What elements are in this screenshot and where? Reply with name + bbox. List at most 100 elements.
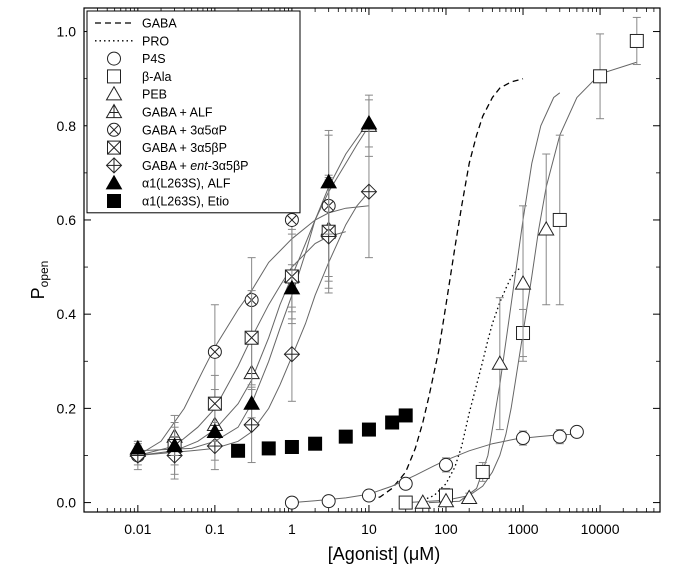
marker-shape <box>491 355 509 370</box>
fit-curve <box>137 125 370 456</box>
data-point <box>514 275 532 290</box>
legend-box <box>86 10 301 214</box>
marker-shape <box>437 492 455 508</box>
marker-shape <box>206 423 224 439</box>
marker-shape <box>593 69 608 84</box>
data-point <box>207 396 222 411</box>
legend-marker <box>105 157 123 174</box>
legend-label-part: -3α5βP <box>208 159 249 173</box>
marker-stroke <box>286 215 297 225</box>
x-tick-label: 0.1 <box>205 521 225 537</box>
marker-shape <box>129 439 147 455</box>
data-series <box>129 16 644 510</box>
marker-stroke <box>244 330 259 345</box>
data-point <box>437 492 455 508</box>
data-point <box>338 429 353 444</box>
data-point <box>361 422 376 437</box>
legend-label: GABA + 3α5βP <box>142 141 227 155</box>
y-tick-label: 0.6 <box>57 212 77 228</box>
fit-curve <box>428 92 561 504</box>
data-point <box>283 345 301 363</box>
legend-label: P4S <box>142 52 166 66</box>
x-tick-label: 10000 <box>581 521 620 537</box>
data-point <box>244 330 259 345</box>
marker-shape <box>552 212 567 227</box>
legend-marker <box>105 174 123 190</box>
legend-label: GABA + ent-3α5βP <box>142 159 249 173</box>
legend-entry: GABA <box>95 17 177 31</box>
data-point <box>243 416 260 434</box>
series-square-filled <box>231 408 413 458</box>
legend-label: α1(L263S), Etio <box>142 195 229 209</box>
marker-shape <box>398 408 413 423</box>
marker-shape <box>321 494 336 509</box>
data-point <box>243 395 260 410</box>
data-point <box>475 464 490 479</box>
pro-curve <box>422 268 520 501</box>
marker-shape <box>284 439 299 454</box>
data-point <box>414 494 432 509</box>
x-tick-label: 0.01 <box>124 521 151 537</box>
marker-stroke <box>107 140 121 155</box>
marker-shape <box>537 220 555 236</box>
reference-curves <box>368 78 524 501</box>
data-point <box>320 228 337 245</box>
data-point <box>360 183 378 200</box>
x-tick-label: 1000 <box>507 521 538 537</box>
y-tick-label: 0.0 <box>57 495 77 511</box>
marker-shape <box>105 85 123 101</box>
data-point <box>321 494 336 509</box>
data-point <box>629 33 644 48</box>
legend-label: GABA <box>142 17 177 31</box>
marker-shape <box>414 494 432 509</box>
marker-shape <box>166 437 183 453</box>
data-point <box>516 431 531 446</box>
legend-label-part: ent <box>190 159 208 173</box>
y-axis-title-sub: open <box>37 261 51 288</box>
marker-shape <box>516 431 531 446</box>
marker-shape <box>514 275 532 290</box>
data-point <box>593 69 608 84</box>
legend-marker <box>105 103 123 119</box>
data-point <box>320 173 338 189</box>
legend-label: GABA + ALF <box>142 106 213 120</box>
marker-stroke <box>208 396 222 411</box>
marker-shape <box>460 489 478 504</box>
legend: GABA PRO P4S β-Ala PEB GABA + ALF GABA + 3α5αP… <box>86 10 301 214</box>
marker-shape <box>360 114 378 130</box>
data-point <box>129 439 147 455</box>
data-point <box>206 423 224 439</box>
legend-marker <box>107 69 121 84</box>
data-point <box>308 436 323 451</box>
marker-shape <box>475 464 490 479</box>
gaba-curve <box>368 78 524 501</box>
data-point <box>207 344 222 359</box>
marker-shape <box>629 33 644 48</box>
marker-shape <box>261 441 276 456</box>
legend-label: GABA + 3α5αP <box>142 123 227 137</box>
legend-marker <box>107 51 121 66</box>
series-circle <box>284 424 584 510</box>
marker-shape <box>569 424 584 439</box>
legend-entry: PEB <box>105 85 167 102</box>
marker-shape <box>361 488 376 503</box>
marker-shape <box>320 173 338 189</box>
marker-stroke <box>209 346 220 357</box>
marker-stroke <box>109 124 119 135</box>
data-point <box>284 495 299 510</box>
data-point <box>460 489 478 504</box>
legend-label: PEB <box>142 88 167 102</box>
marker-shape <box>107 69 121 84</box>
legend-marker <box>107 140 121 155</box>
marker-shape <box>284 495 299 510</box>
marker-shape <box>338 429 353 444</box>
y-tick-label: 0.2 <box>57 400 77 416</box>
data-point <box>166 437 183 453</box>
marker-shape <box>438 457 453 472</box>
marker-shape <box>243 395 260 410</box>
data-point <box>385 415 400 430</box>
legend-label: α1(L263S), ALF <box>142 177 231 191</box>
marker-shape <box>385 415 400 430</box>
data-point <box>360 114 378 130</box>
